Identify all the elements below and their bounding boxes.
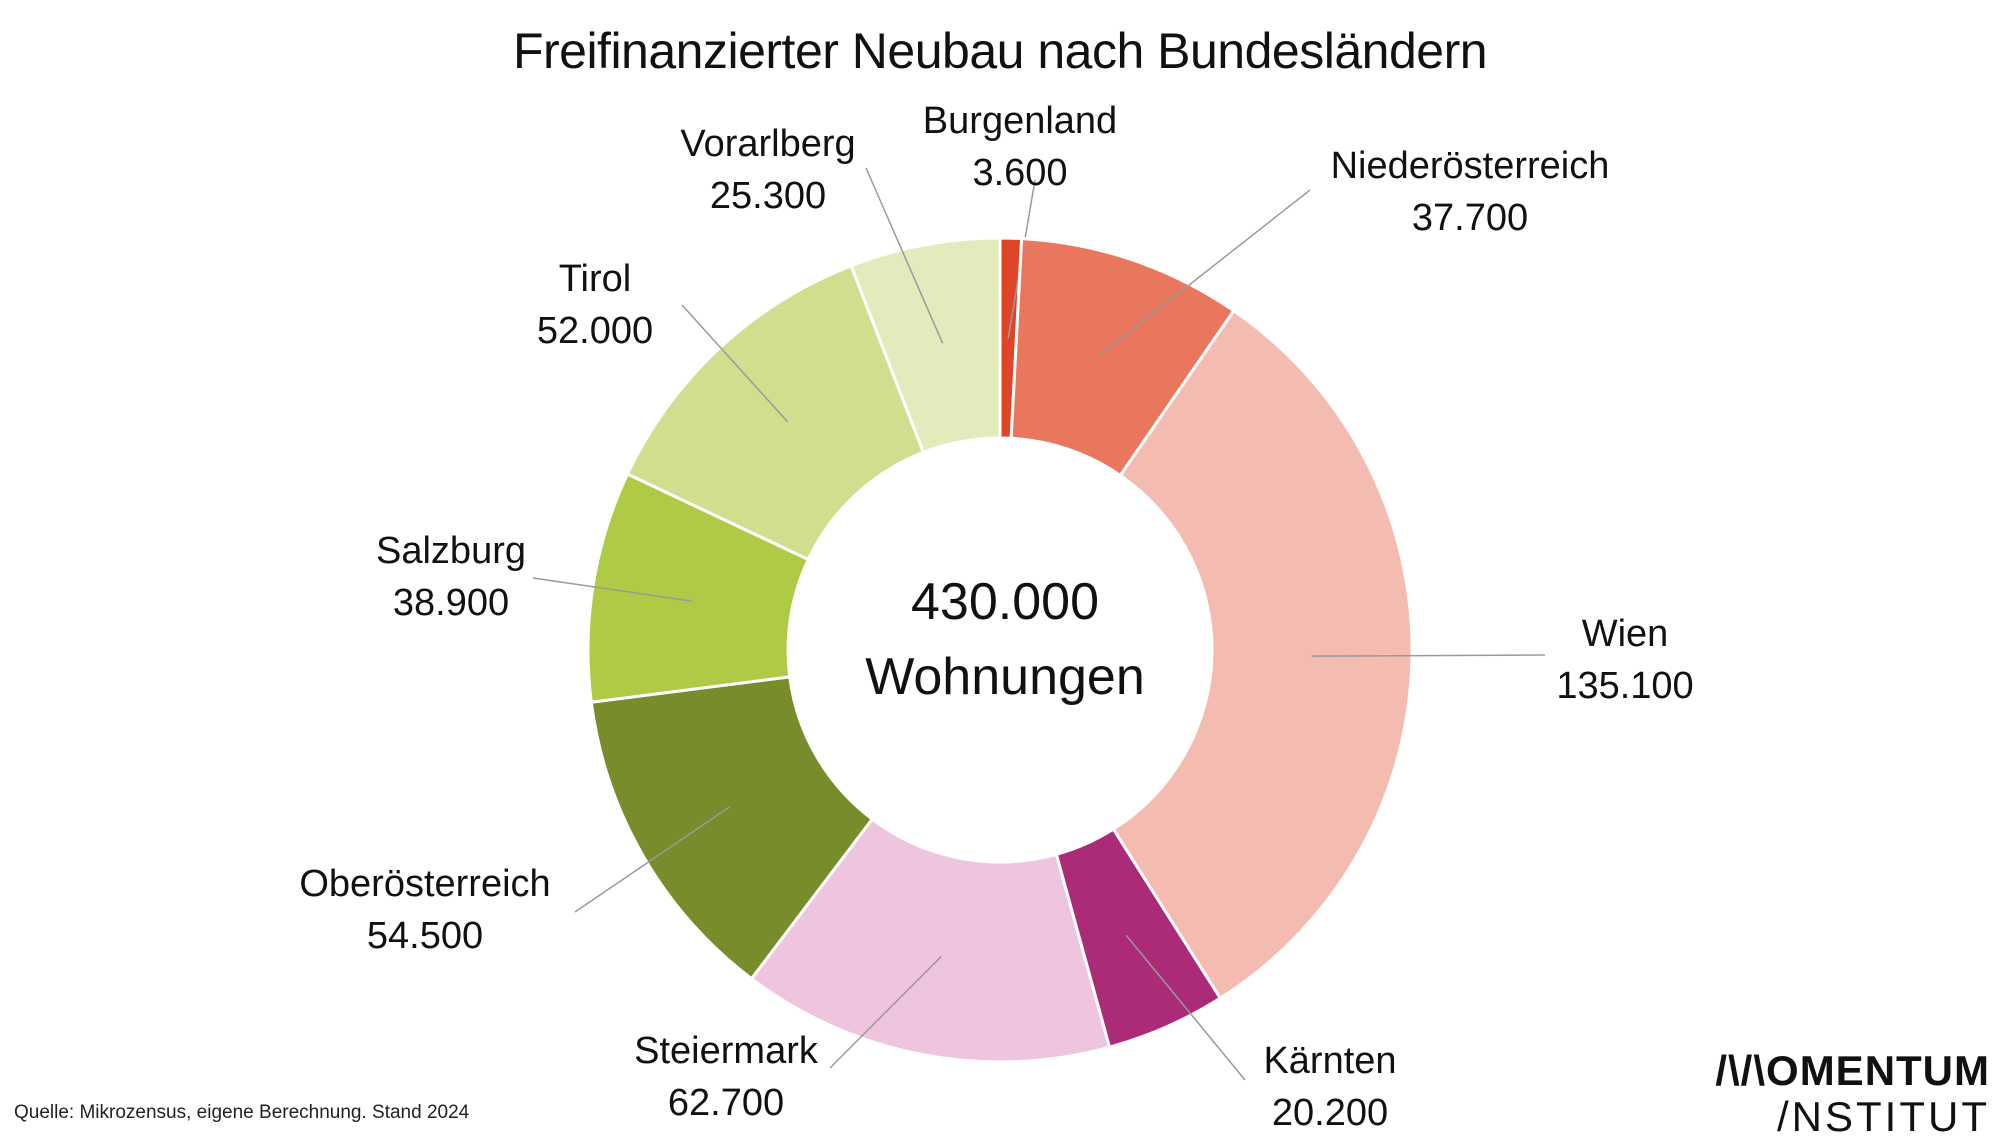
- source-note: Quelle: Mikrozensus, eigene Berechnung. …: [14, 1102, 470, 1123]
- logo-line-1: /\/\OMENTUM: [1715, 1047, 1990, 1094]
- slice-label-wien: Wien 135.100: [1556, 608, 1693, 712]
- slice-label-value: 37.700: [1411, 197, 1529, 239]
- slice-label-vorarlberg: Vorarlberg 25.300: [680, 118, 855, 222]
- slice-label-name: Kärnten: [1263, 1040, 1397, 1082]
- slice-label-burgenland: Burgenland 3.600: [923, 95, 1117, 199]
- slice-label-name: Salzburg: [376, 530, 526, 572]
- slice-label-value: 52.000: [536, 310, 654, 352]
- momentum-institut-logo: /\/\OMENTUM /NSTITUT: [1715, 1048, 1990, 1140]
- leader-line-vorarlberg: [865, 167, 944, 344]
- leader-line-salzburg: [532, 577, 692, 602]
- slice-steiermark: [749, 817, 1112, 1064]
- slice-label-name: Vorarlberg: [680, 123, 856, 165]
- slice-label-salzburg: Salzburg 38.900: [376, 525, 526, 629]
- slice-oberoesterreich: [589, 675, 875, 981]
- center-total-label: Wohnungen: [865, 648, 1145, 706]
- leader-line-wien: [1311, 654, 1546, 657]
- slice-label-kaernten: Kärnten 20.200: [1263, 1035, 1396, 1139]
- slice-vorarlberg: [849, 236, 1002, 455]
- slice-label-value: 54.500: [366, 915, 484, 957]
- leader-line-tirol: [681, 304, 788, 423]
- slice-label-name: Steiermark: [634, 1030, 818, 1072]
- slice-tirol: [625, 263, 926, 562]
- slice-label-name: Tirol: [558, 258, 632, 300]
- slice-label-tirol: Tirol 52.000: [537, 253, 653, 357]
- slice-label-name: Burgenland: [922, 100, 1118, 142]
- slice-label-name: Oberösterreich: [299, 863, 551, 905]
- slice-wien: [1111, 308, 1414, 1001]
- slice-label-niederoesterreich: Niederösterreich 37.700: [1331, 140, 1610, 244]
- slice-label-value: 20.200: [1271, 1092, 1389, 1134]
- slice-label-value: 3.600: [972, 152, 1068, 194]
- center-total-value: 430.000: [911, 573, 1099, 631]
- leader-line-oberoesterreich: [574, 805, 731, 913]
- slice-label-name: Niederösterreich: [1330, 145, 1610, 187]
- center-total: 430.000 Wohnungen: [790, 565, 1220, 715]
- logo-line-2: /NSTITUT: [1777, 1093, 1990, 1140]
- slice-label-name: Wien: [1581, 613, 1669, 655]
- leader-line-kaernten: [1125, 934, 1246, 1081]
- leader-line-steiermark: [829, 955, 942, 1069]
- leader-line-niederoesterreich: [1100, 189, 1311, 356]
- chart-title: Freifinanzierter Neubau nach Bundeslände…: [512, 23, 1488, 79]
- slice-label-value: 25.300: [709, 175, 827, 217]
- slice-label-oberoesterreich: Oberösterreich 54.500: [299, 858, 550, 962]
- slice-label-value: 38.900: [392, 582, 510, 624]
- slice-label-value: 135.100: [1556, 665, 1694, 707]
- slice-label-value: 62.700: [667, 1082, 785, 1124]
- slice-label-steiermark: Steiermark 62.700: [634, 1025, 818, 1129]
